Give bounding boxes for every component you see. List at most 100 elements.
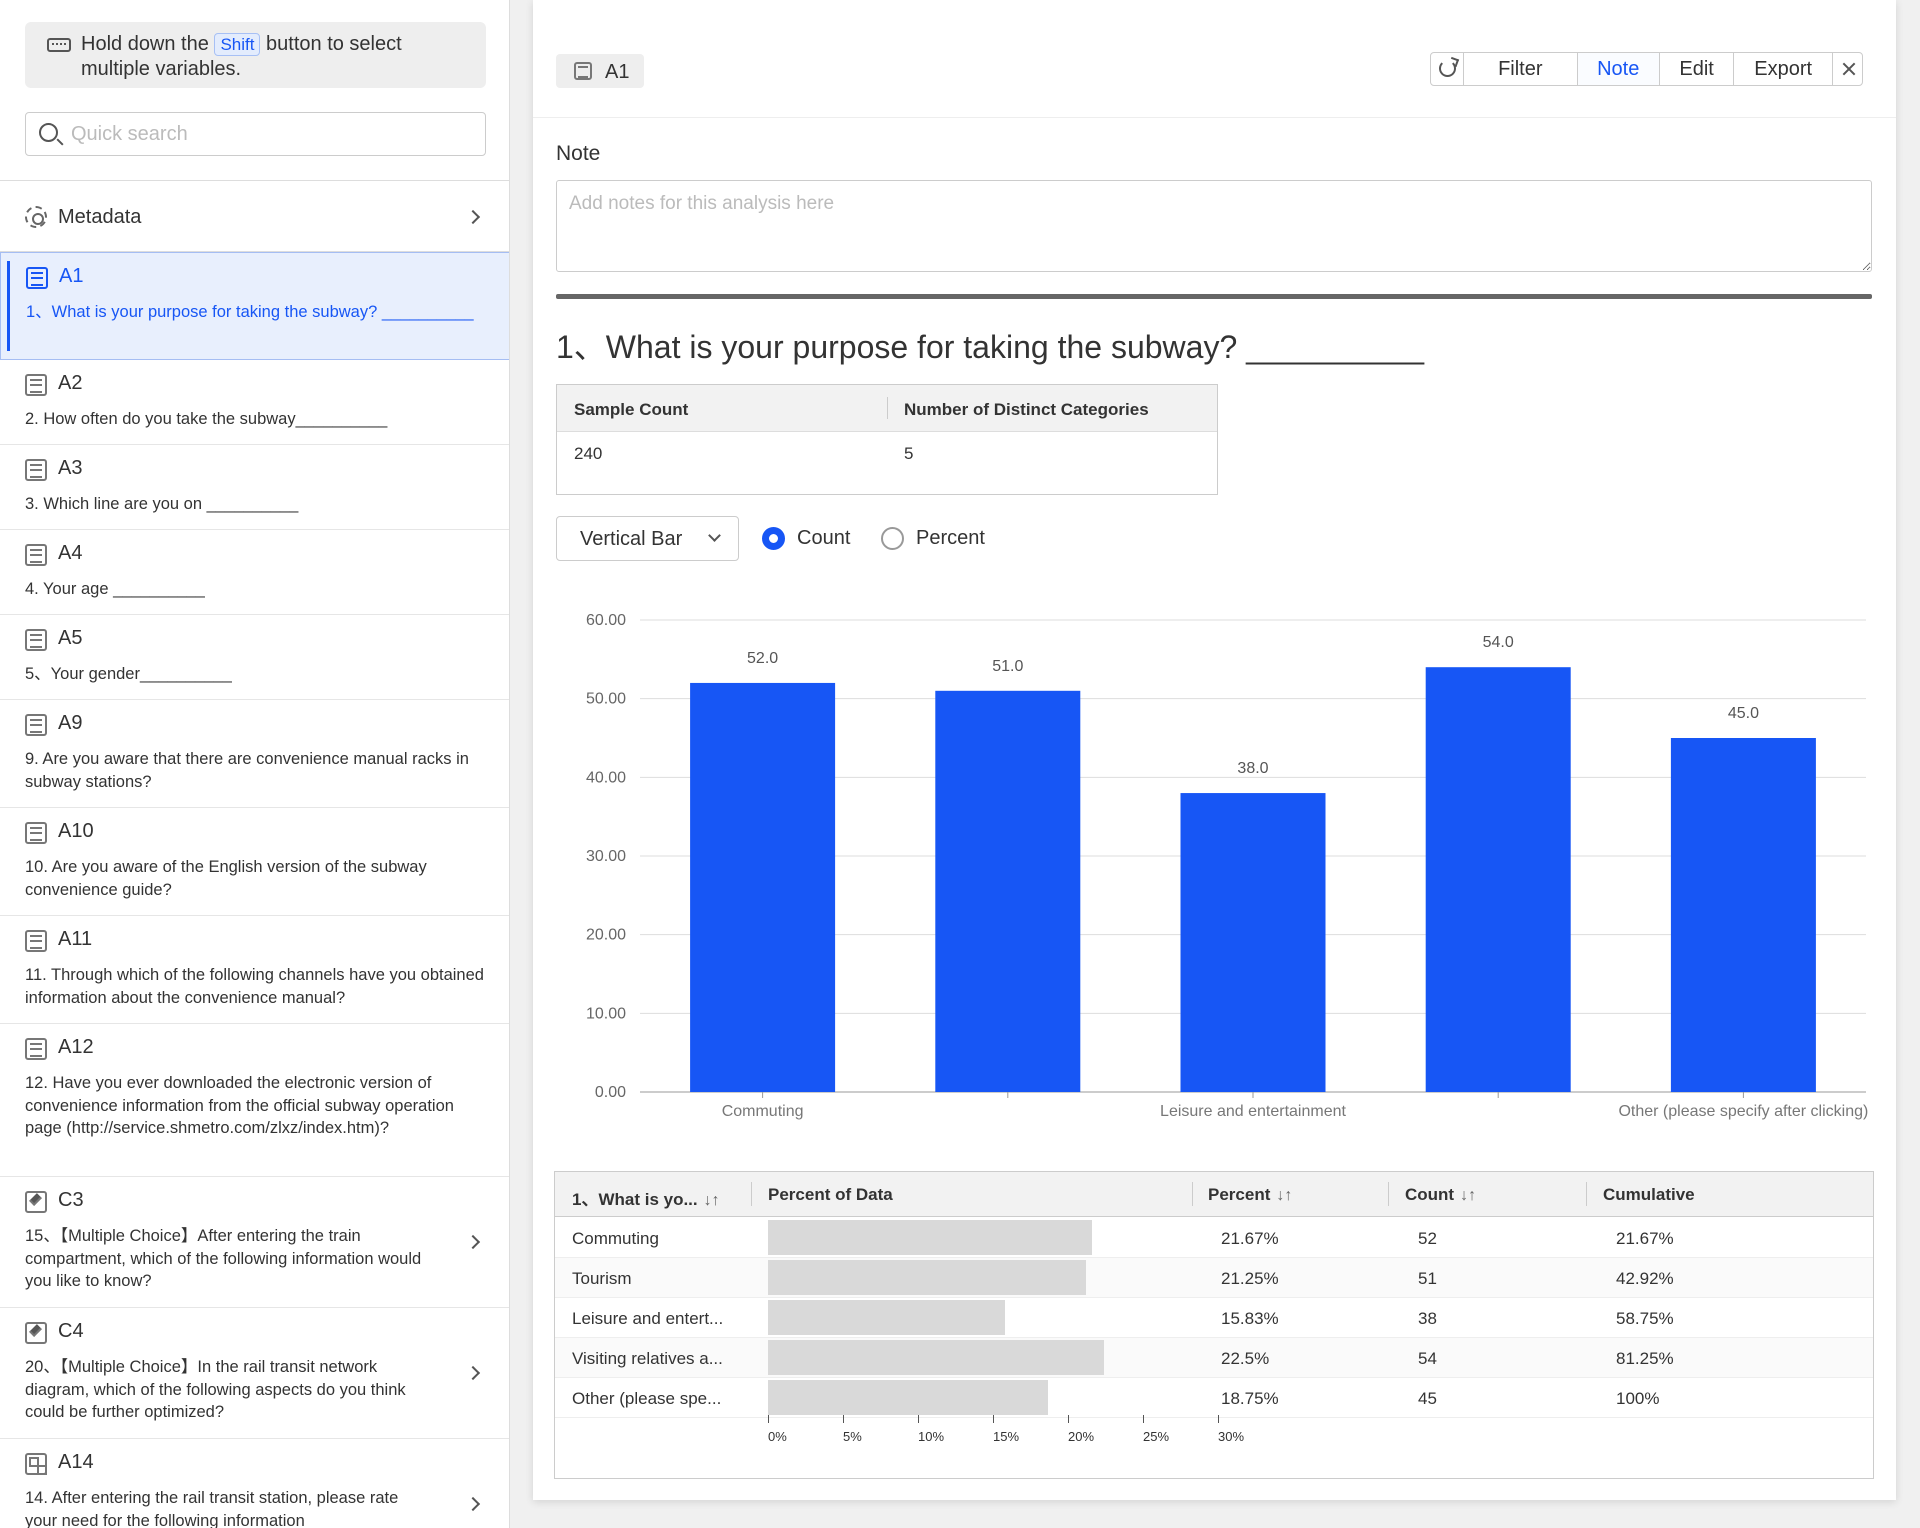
- bar[interactable]: [1180, 793, 1326, 1092]
- sample-count-header: Sample Count: [574, 400, 689, 419]
- sidebar-item-a10[interactable]: A10 10. Are you aware of the English vers…: [0, 808, 509, 916]
- axis-tick: [1143, 1415, 1144, 1423]
- x-category-label: Other (please specify after clicking): [1618, 1103, 1868, 1120]
- variable-question: 20、【Multiple Choice】In the rail transit …: [25, 1358, 406, 1421]
- cumulative-cell: 42.92%: [1616, 1269, 1674, 1288]
- chevron-right-icon: [465, 1365, 481, 1381]
- category-cell: Commuting: [572, 1229, 659, 1248]
- refresh-button[interactable]: [1431, 53, 1464, 85]
- y-tick-label: 40.00: [586, 769, 626, 786]
- axis-tick-label: 0%: [768, 1429, 787, 1444]
- variable-code: A2: [58, 372, 83, 394]
- sidebar-item-a12[interactable]: A12 12. Have you ever downloaded the elec…: [0, 1024, 509, 1177]
- metadata-item[interactable]: Metadata: [0, 182, 509, 252]
- sidebar-item-a14[interactable]: A14 14. After entering the rail transit s…: [0, 1439, 509, 1528]
- count-radio-label: Count: [797, 527, 851, 549]
- bar[interactable]: [1425, 667, 1571, 1092]
- column-divider: [751, 1182, 752, 1206]
- table-row[interactable]: Other (please spe... 18.75% 45 100%: [555, 1378, 1873, 1418]
- cumulative-cell: 81.25%: [1616, 1349, 1674, 1368]
- variable-code: A9: [58, 712, 83, 734]
- sidebar-item-a11[interactable]: A11 11. Through which of the following ch…: [0, 916, 509, 1024]
- sidebar-item-a1[interactable]: A1 1、What is your purpose for taking the …: [0, 252, 509, 360]
- divider: [0, 251, 509, 252]
- axis-tick: [1218, 1415, 1219, 1423]
- axis-tick: [768, 1415, 769, 1423]
- shift-key-badge: Shift: [214, 33, 261, 56]
- bar[interactable]: [935, 690, 1081, 1092]
- category-column-header[interactable]: 1、What is yo... ↓↑: [572, 1190, 720, 1209]
- percent-bar: [768, 1220, 1092, 1255]
- keyboard-icon: [47, 38, 71, 52]
- axis-tick-label: 5%: [843, 1429, 862, 1444]
- frequency-table-header: 1、What is yo... ↓↑ Percent of Data Percen…: [555, 1172, 1873, 1217]
- x-category-label: Leisure and entertainment: [1160, 1103, 1346, 1120]
- sidebar-item-c3[interactable]: C3 15、【Multiple Choice】After entering the…: [0, 1177, 509, 1308]
- variable-code: A11: [58, 928, 93, 950]
- distinct-categories-value: 5: [904, 444, 914, 463]
- axis-tick-label: 20%: [1068, 1429, 1095, 1444]
- table-row[interactable]: Visiting relatives a... 22.5% 54 81.25%: [555, 1338, 1873, 1378]
- table-row[interactable]: Commuting 21.67% 52 21.67%: [555, 1218, 1873, 1258]
- table-row[interactable]: Leisure and entert... 15.83% 38 58.75%: [555, 1298, 1873, 1338]
- column-divider: [887, 397, 888, 419]
- variable-question: 2. How often do you take the subway_____…: [25, 410, 388, 428]
- variable-question: 11. Through which of the following chann…: [25, 966, 484, 1007]
- chart-type-select[interactable]: Vertical Bar: [556, 516, 739, 561]
- sidebar-item-c4[interactable]: C4 20、【Multiple Choice】In the rail transi…: [0, 1308, 509, 1439]
- count-cell: 52: [1418, 1229, 1437, 1248]
- bar-value-label: 45.0: [1728, 705, 1759, 722]
- list-icon: [25, 544, 47, 566]
- percent-bar: [768, 1260, 1086, 1295]
- search-input[interactable]: [71, 121, 471, 147]
- sidebar-item-a3[interactable]: A3 3. Which line are you on __________: [0, 445, 509, 530]
- bar-value-label: 38.0: [1237, 760, 1268, 777]
- count-column-header[interactable]: Count ↓↑: [1405, 1185, 1477, 1204]
- distinct-categories-header: Number of Distinct Categories: [904, 400, 1149, 419]
- variable-code: A1: [59, 265, 84, 287]
- bar[interactable]: [690, 682, 836, 1092]
- variable-code: A12: [58, 1036, 94, 1058]
- close-button[interactable]: [1833, 53, 1862, 85]
- chart-type-value: Vertical Bar: [580, 528, 683, 550]
- bar[interactable]: [1670, 738, 1816, 1092]
- axis-tick-label: 25%: [1143, 1429, 1170, 1444]
- category-cell: Leisure and entert...: [572, 1309, 724, 1328]
- close-icon: [1842, 62, 1856, 76]
- sidebar-item-a9[interactable]: A9 9. Are you aware that there are conven…: [0, 700, 509, 808]
- variable-code: C3: [58, 1189, 84, 1211]
- chevron-right-icon: [465, 1496, 481, 1512]
- divider: [0, 180, 509, 181]
- axis-tick-label: 30%: [1218, 1429, 1245, 1444]
- note-button[interactable]: Note: [1577, 53, 1660, 85]
- x-category-label: Commuting: [722, 1103, 804, 1120]
- sample-count-value: 240: [574, 444, 603, 463]
- export-button[interactable]: Export: [1734, 53, 1833, 85]
- percent-column-header[interactable]: Percent ↓↑: [1208, 1185, 1293, 1204]
- bar-value-label: 52.0: [747, 650, 778, 667]
- note-label: Note: [556, 142, 601, 165]
- count-cell: 45: [1418, 1389, 1437, 1408]
- count-cell: 51: [1418, 1269, 1437, 1288]
- note-textarea[interactable]: [556, 180, 1872, 272]
- variable-question: 9. Are you aware that there are convenie…: [25, 750, 469, 791]
- filter-button[interactable]: Filter: [1464, 53, 1578, 85]
- table-row[interactable]: Tourism 21.25% 51 42.92%: [555, 1258, 1873, 1298]
- list-icon: [26, 267, 48, 289]
- variable-code: A3: [58, 457, 83, 479]
- variable-question: 1、What is your purpose for taking the su…: [26, 303, 474, 321]
- sidebar-item-a2[interactable]: A2 2. How often do you take the subway___…: [0, 360, 509, 445]
- percent-of-data-header: Percent of Data: [768, 1185, 893, 1204]
- summary-stats-table: Sample Count Number of Distinct Categori…: [556, 384, 1218, 495]
- percent-cell: 22.5%: [1221, 1349, 1270, 1368]
- y-tick-label: 30.00: [586, 848, 626, 865]
- chevron-right-icon: [465, 1234, 481, 1250]
- variable-code: A4: [58, 542, 83, 564]
- list-icon: [25, 629, 47, 651]
- axis-tick-label: 15%: [993, 1429, 1020, 1444]
- edit-button[interactable]: Edit: [1660, 53, 1735, 85]
- sidebar-item-a4[interactable]: A4 4. Your age __________: [0, 530, 509, 615]
- sidebar-item-a5[interactable]: A5 5、Your gender__________: [0, 615, 509, 700]
- bar-value-label: 51.0: [992, 658, 1023, 675]
- percent-cell: 21.67%: [1221, 1229, 1279, 1248]
